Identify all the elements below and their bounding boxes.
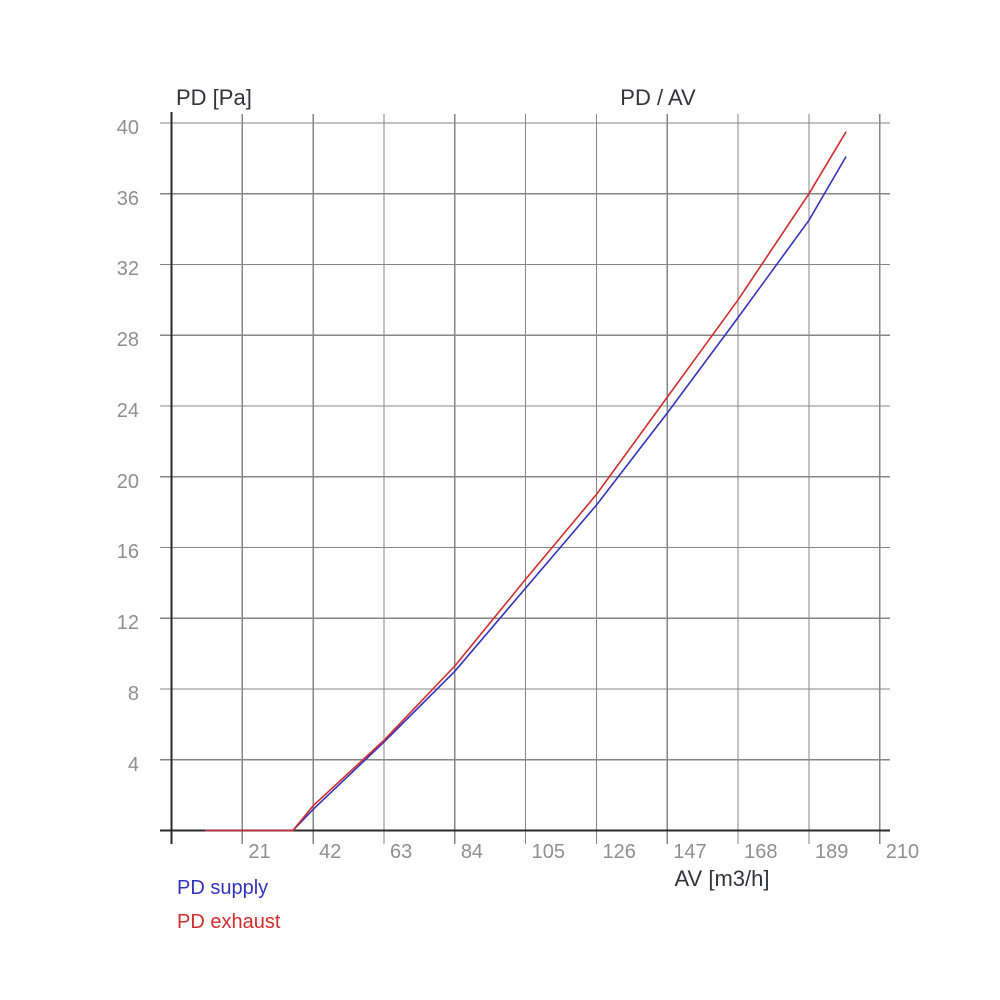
- y-tick-label: 28: [116, 329, 139, 352]
- x-tick-label: 126: [602, 841, 636, 863]
- x-tick-label: 147: [673, 841, 707, 863]
- series-line-pd-supply: [205, 156, 847, 832]
- y-tick-label: 24: [116, 399, 139, 422]
- chart-title: PD / AV: [620, 85, 696, 110]
- x-tick-label: 21: [248, 841, 271, 863]
- legend: PD supply PD exhaust: [177, 876, 280, 934]
- y-tick-label: 36: [116, 187, 139, 210]
- y-tick-label: 20: [116, 470, 139, 493]
- y-tick-label: 32: [116, 258, 139, 281]
- x-tick-label: 63: [389, 841, 413, 863]
- y-tick-label: 16: [116, 541, 139, 564]
- y-tick-label: 4: [127, 753, 139, 776]
- y-tick-label: 12: [116, 612, 139, 635]
- series-line-pd-exhaust: [205, 131, 847, 832]
- x-axis-title: AV [m3/h]: [674, 866, 770, 891]
- x-tick-label: 189: [814, 841, 849, 863]
- x-tick-label: 105: [531, 841, 566, 863]
- legend-item-pd-supply: PD supply: [177, 877, 269, 899]
- y-tick-label: 8: [127, 682, 139, 705]
- y-axis-title: PD [Pa]: [176, 85, 252, 110]
- y-tick-label: 40: [116, 116, 139, 139]
- x-tick-label: 42: [319, 841, 342, 863]
- x-tick-label: 84: [460, 841, 484, 863]
- legend-item-pd-exhaust: PD exhaust: [177, 911, 281, 933]
- x-tick-label: 168: [744, 841, 778, 863]
- x-tick-label: 210: [885, 841, 920, 863]
